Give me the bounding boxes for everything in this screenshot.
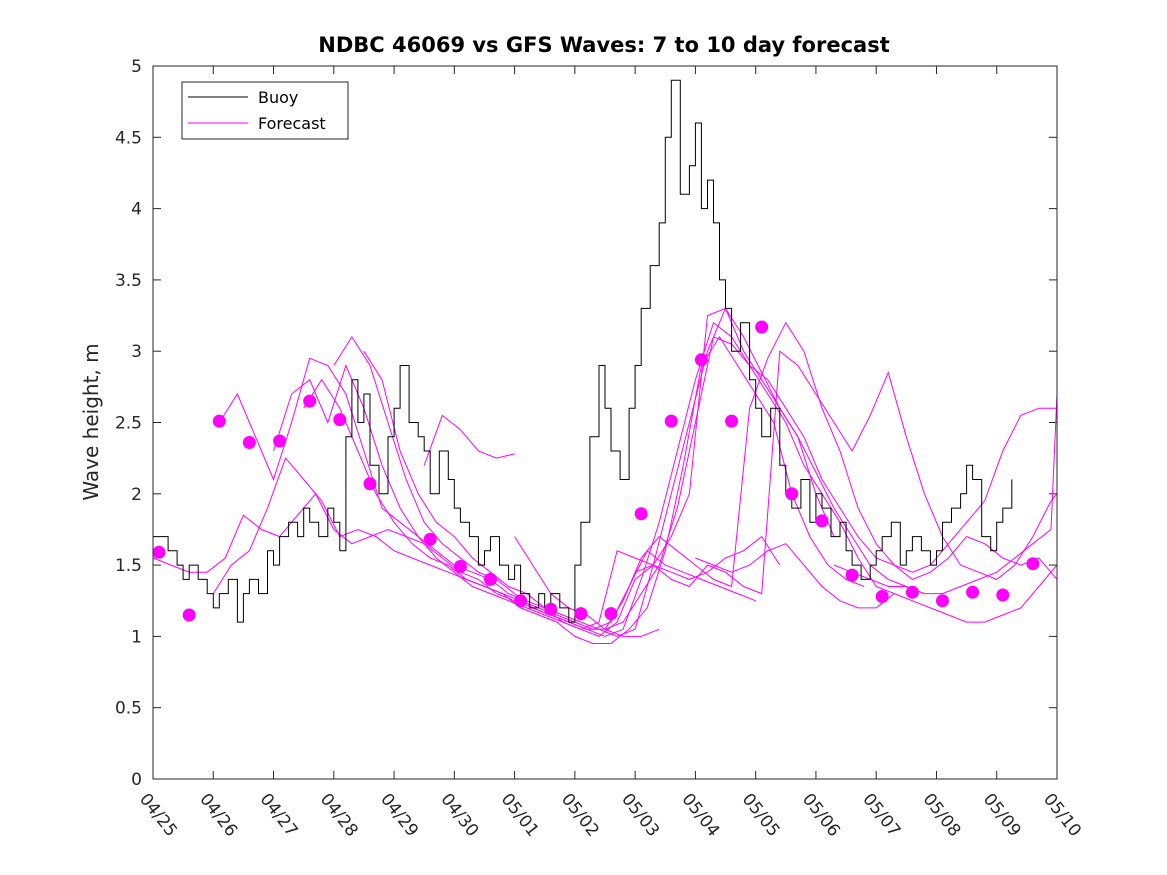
y-tick-label: 0 [131,770,142,790]
forecast-point [785,487,799,501]
y-tick-label: 4.5 [115,128,142,148]
forecast-point [484,572,497,586]
y-tick-label: 4 [131,200,142,220]
forecast-point [996,588,1010,602]
legend-buoy-label: Buoy [258,88,298,107]
forecast-point [212,414,226,428]
forecast-point [574,607,588,621]
forecast-point [182,608,196,622]
y-axis-label: Wave height, m [79,343,103,500]
y-tick-label: 0.5 [115,699,142,719]
forecast-point [755,320,769,334]
y-tick-label: 1.5 [115,556,142,576]
y-axis: 0 0.5 1 1.5 2 2.5 3 3.5 4 4.5 5 [115,57,1057,790]
y-tick-label: 1 [131,627,142,647]
forecast-point [1026,557,1040,571]
forecast-point [363,477,377,491]
forecast-point [152,545,166,559]
buoy-series [153,79,1013,623]
y-tick-label: 3.5 [115,271,142,291]
forecast-point [423,532,437,546]
buoy-line [153,79,1013,623]
legend-forecast-label: Forecast [258,114,326,133]
chart-title: NDBC 46069 vs GFS Waves: 7 to 10 day for… [318,33,889,57]
forecast-markers [152,320,1040,622]
forecast-point [845,568,859,582]
forecast-point [815,514,829,528]
y-tick-label: 2.5 [115,414,142,434]
forecast-run-line [218,357,781,630]
forecast-point [544,602,558,616]
forecast-point [664,414,678,428]
plot-area [153,66,1057,779]
forecast-run-line [423,414,515,466]
forecast-point [725,414,739,428]
forecast-run-line [634,350,1058,595]
y-tick-label: 2 [131,485,142,505]
y-tick-label: 5 [131,57,142,77]
forecast-point [936,594,949,608]
forecast-point [875,590,889,603]
forecast-point [604,607,618,621]
forecast-point [694,353,708,367]
forecast-run-line [333,321,895,637]
forecast-point [514,594,528,608]
forecast-point [453,560,467,573]
forecast-point [242,436,256,449]
forecast-point [905,585,919,599]
forecast-run-line [363,307,925,637]
y-tick-label: 3 [131,342,142,362]
legend-box [181,81,349,140]
forecast-point [273,434,287,448]
legend: Buoy Forecast [181,81,349,140]
forecast-point [303,394,317,408]
forecast-point [333,413,347,427]
forecast-run-line [604,321,1058,630]
forecast-run-line [695,543,1058,623]
plot-frame [152,65,1058,780]
forecast-point [634,507,648,521]
forecast-point [966,585,980,599]
forecast-run-line [833,393,1058,595]
